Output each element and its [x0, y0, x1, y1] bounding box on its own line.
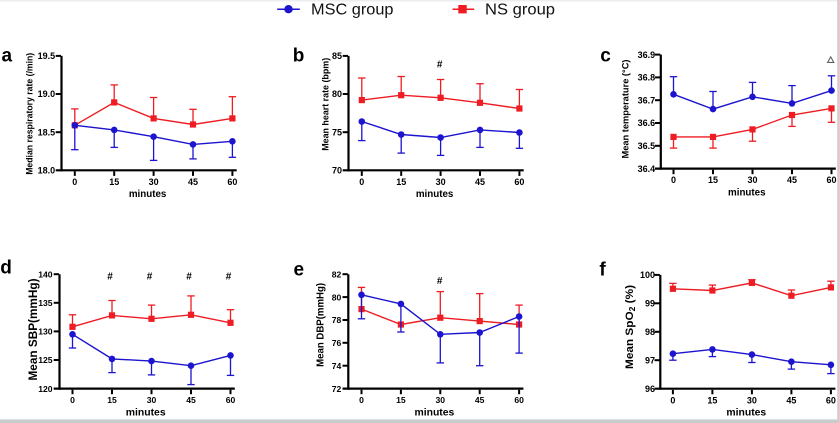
svg-text:Mean SBP(mmHg): Mean SBP(mmHg) [26, 279, 40, 381]
svg-text:MSC group: MSC group [311, 2, 394, 19]
svg-text:36.5: 36.5 [638, 141, 656, 151]
svg-text:15: 15 [107, 395, 117, 405]
svg-text:e: e [294, 259, 305, 280]
svg-text:60: 60 [227, 177, 237, 187]
svg-text:36.4: 36.4 [638, 164, 656, 174]
svg-text:b: b [293, 45, 305, 66]
svg-text:45: 45 [475, 395, 485, 405]
svg-text:minutes: minutes [726, 408, 766, 419]
svg-text:#: # [147, 272, 153, 283]
svg-text:125: 125 [38, 355, 53, 365]
svg-text:98: 98 [645, 327, 655, 337]
svg-text:minutes: minutes [728, 187, 766, 198]
svg-text:60: 60 [226, 395, 236, 405]
svg-text:60: 60 [826, 175, 836, 185]
svg-text:30: 30 [747, 175, 757, 185]
svg-text:30: 30 [436, 395, 446, 405]
svg-text:60: 60 [826, 395, 836, 405]
svg-text:36.6: 36.6 [638, 118, 656, 128]
svg-text:Mean heart rate (bpm): Mean heart rate (bpm) [320, 58, 330, 151]
svg-text:15: 15 [396, 177, 406, 187]
svg-text:15: 15 [707, 395, 717, 405]
svg-text:36.8: 36.8 [638, 73, 656, 83]
svg-text:a: a [2, 45, 13, 66]
svg-text:60: 60 [514, 177, 524, 187]
svg-text:minutes: minutes [416, 189, 454, 200]
svg-text:Mean SpO2 (%): Mean SpO2 (%) [624, 285, 637, 369]
svg-text:0: 0 [671, 175, 676, 185]
svg-text:74: 74 [332, 361, 342, 371]
svg-text:Mean DBP(mmHg): Mean DBP(mmHg) [315, 283, 326, 367]
svg-text:76: 76 [332, 338, 342, 348]
svg-text:60: 60 [514, 395, 524, 405]
svg-text:d: d [0, 258, 12, 279]
svg-text:15: 15 [396, 395, 406, 405]
svg-text:80: 80 [332, 89, 342, 99]
svg-text:19.5: 19.5 [38, 51, 56, 61]
svg-text:c: c [600, 45, 611, 66]
svg-text:70: 70 [332, 166, 342, 176]
svg-text:99: 99 [645, 299, 655, 309]
svg-text:#: # [226, 272, 232, 283]
svg-text:85: 85 [332, 51, 342, 61]
svg-text:0: 0 [359, 177, 364, 187]
svg-text:18.5: 18.5 [38, 127, 56, 137]
svg-text:f: f [599, 259, 606, 280]
svg-text:#: # [437, 60, 443, 71]
svg-text:30: 30 [436, 177, 446, 187]
svg-text:45: 45 [786, 395, 796, 405]
svg-text:0: 0 [359, 395, 364, 405]
svg-text:96: 96 [645, 384, 655, 394]
svg-text:36.9: 36.9 [638, 50, 656, 60]
svg-text:97: 97 [645, 355, 655, 365]
svg-text:78: 78 [332, 315, 342, 325]
svg-text:30: 30 [747, 395, 757, 405]
svg-text:#: # [186, 272, 192, 283]
svg-text:130: 130 [38, 327, 53, 337]
svg-text:72: 72 [332, 384, 342, 394]
svg-text:100: 100 [640, 270, 655, 280]
svg-text:15: 15 [708, 175, 718, 185]
svg-text:36.7: 36.7 [638, 95, 656, 105]
svg-text:0: 0 [72, 177, 77, 187]
svg-text:30: 30 [147, 395, 157, 405]
svg-text:140: 140 [38, 269, 53, 279]
svg-text:0: 0 [70, 395, 75, 405]
svg-text:18.0: 18.0 [38, 166, 56, 176]
svg-text:NS group: NS group [485, 2, 555, 19]
svg-text:19.0: 19.0 [38, 89, 56, 99]
svg-text:45: 45 [787, 175, 797, 185]
svg-text:82: 82 [332, 269, 342, 279]
svg-text:45: 45 [186, 395, 196, 405]
svg-text:75: 75 [332, 127, 342, 137]
svg-text:45: 45 [475, 177, 485, 187]
svg-text:Median respiratory rate (/min): Median respiratory rate (/min) [24, 53, 34, 175]
svg-text:80: 80 [332, 292, 342, 302]
svg-text:minutes: minutes [126, 407, 166, 418]
svg-text:#: # [107, 272, 113, 283]
svg-text:30: 30 [149, 177, 159, 187]
svg-text:45: 45 [188, 177, 198, 187]
svg-text:Mean temperature (°C): Mean temperature (°C) [621, 60, 631, 159]
svg-text:15: 15 [109, 177, 119, 187]
svg-text:minutes: minutes [129, 189, 167, 200]
svg-text:135: 135 [38, 298, 53, 308]
svg-text:#: # [437, 276, 443, 287]
svg-text:minutes: minutes [414, 407, 454, 418]
svg-text:0: 0 [670, 395, 675, 405]
svg-text:120: 120 [38, 384, 53, 394]
